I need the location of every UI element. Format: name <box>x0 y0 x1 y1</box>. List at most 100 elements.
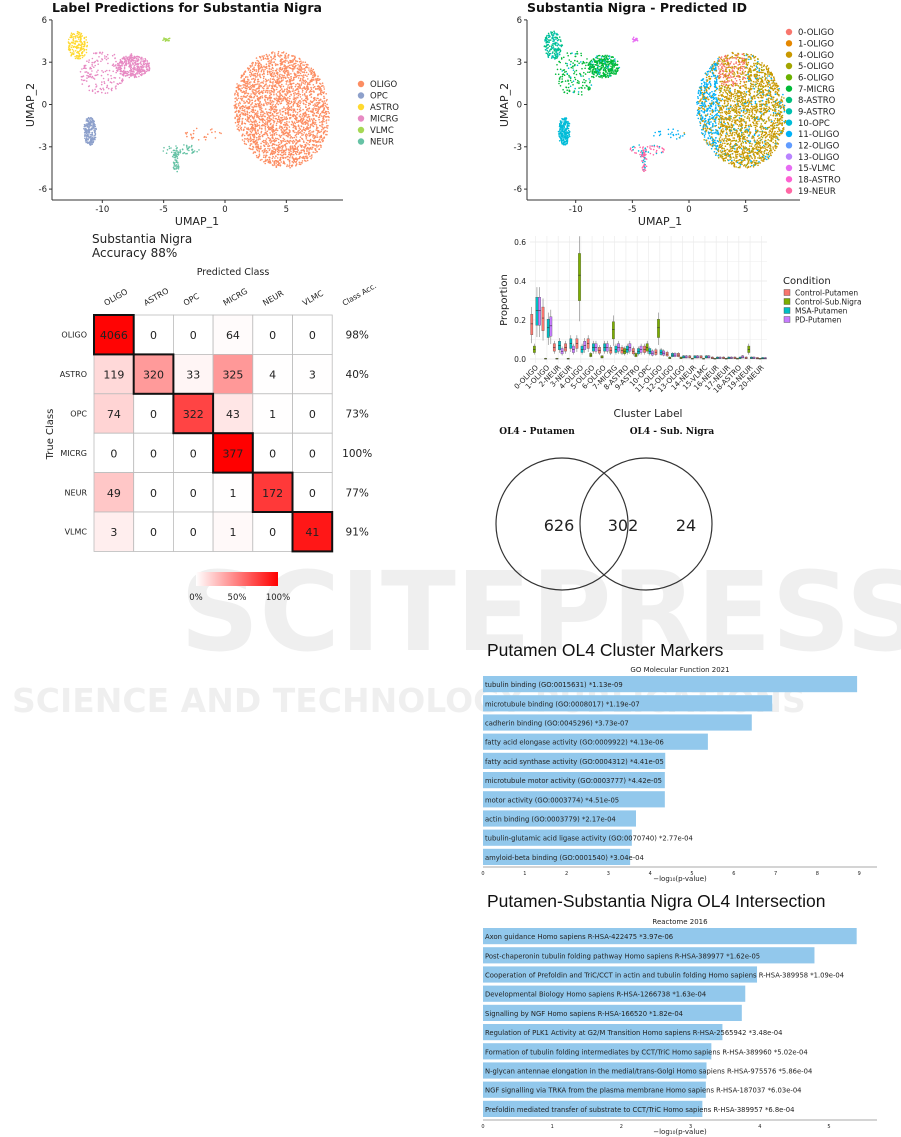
data-point <box>244 143 246 145</box>
data-point <box>783 110 786 113</box>
data-point <box>304 69 306 71</box>
data-point <box>173 165 176 167</box>
data-point <box>302 61 304 63</box>
data-point <box>306 157 309 160</box>
data-point <box>278 95 281 98</box>
data-point <box>283 70 285 72</box>
data-point <box>324 105 327 107</box>
data-point <box>260 130 263 133</box>
data-point <box>316 146 318 148</box>
data-point <box>247 128 250 131</box>
data-point <box>281 67 284 70</box>
data-point <box>295 153 298 156</box>
data-point <box>326 127 329 129</box>
data-point <box>107 57 109 60</box>
data-point <box>273 90 275 92</box>
data-point <box>287 77 290 79</box>
data-point <box>265 121 267 123</box>
data-point <box>84 128 87 130</box>
data-point <box>290 77 293 80</box>
data-point <box>140 57 142 60</box>
data-point <box>274 64 277 67</box>
data-point <box>179 149 181 151</box>
data-point <box>321 124 324 126</box>
data-point <box>113 53 116 56</box>
data-point <box>144 59 147 61</box>
data-point <box>745 62 748 64</box>
data-point <box>145 68 148 70</box>
data-point <box>314 123 316 126</box>
data-point <box>718 85 721 87</box>
data-point <box>323 91 326 93</box>
data-point <box>104 57 106 59</box>
data-point <box>176 153 179 156</box>
data-point <box>242 90 245 93</box>
data-point <box>283 149 286 152</box>
data-point <box>249 144 251 147</box>
data-point <box>286 101 289 104</box>
data-point <box>287 149 290 151</box>
data-point <box>713 83 716 86</box>
data-point <box>175 145 177 147</box>
data-point <box>303 71 306 73</box>
data-point <box>754 126 757 129</box>
data-point <box>723 138 726 140</box>
data-point <box>118 77 121 79</box>
data-point <box>86 138 88 141</box>
data-point <box>312 74 314 77</box>
umap2-title: Substantia Nigra - Predicted ID <box>527 0 747 15</box>
data-point <box>309 132 312 134</box>
data-point <box>107 78 110 80</box>
data-point <box>292 129 294 132</box>
data-point <box>286 91 289 94</box>
data-point <box>285 57 287 60</box>
data-point <box>271 135 274 137</box>
data-point <box>89 117 92 119</box>
data-point <box>291 160 294 163</box>
data-point <box>276 129 279 132</box>
data-point <box>296 147 299 149</box>
data-point <box>252 68 254 70</box>
data-point <box>235 90 238 92</box>
data-point <box>84 137 86 140</box>
data-point <box>715 88 718 90</box>
data-point <box>728 94 731 97</box>
data-point <box>253 73 255 75</box>
data-point <box>178 151 180 153</box>
data-point <box>299 128 302 130</box>
data-point <box>266 118 268 120</box>
data-point <box>136 60 139 63</box>
data-point <box>292 139 295 142</box>
data-point <box>294 158 296 160</box>
data-point <box>289 166 291 169</box>
data-point <box>280 76 283 79</box>
data-point <box>303 141 305 143</box>
data-point <box>321 139 323 141</box>
data-point <box>305 87 308 89</box>
data-point <box>252 148 254 150</box>
data-point <box>315 102 318 104</box>
data-point <box>288 66 291 69</box>
data-point <box>274 74 277 77</box>
data-point <box>747 87 749 90</box>
data-point <box>129 63 131 65</box>
data-point <box>292 82 295 85</box>
data-point <box>278 69 281 71</box>
data-point <box>84 125 87 127</box>
data-point <box>304 74 307 76</box>
data-point <box>309 102 311 105</box>
data-point <box>88 61 90 63</box>
legend-swatch <box>357 115 365 122</box>
data-point <box>87 135 90 138</box>
data-point <box>241 107 244 110</box>
data-point <box>311 72 313 75</box>
data-point <box>318 138 321 141</box>
data-point <box>296 113 298 116</box>
data-point <box>264 156 267 159</box>
data-point <box>754 157 756 160</box>
data-point <box>766 75 769 77</box>
data-point <box>281 108 284 110</box>
data-point <box>264 108 267 110</box>
data-point <box>740 148 743 150</box>
data-point <box>284 98 287 101</box>
